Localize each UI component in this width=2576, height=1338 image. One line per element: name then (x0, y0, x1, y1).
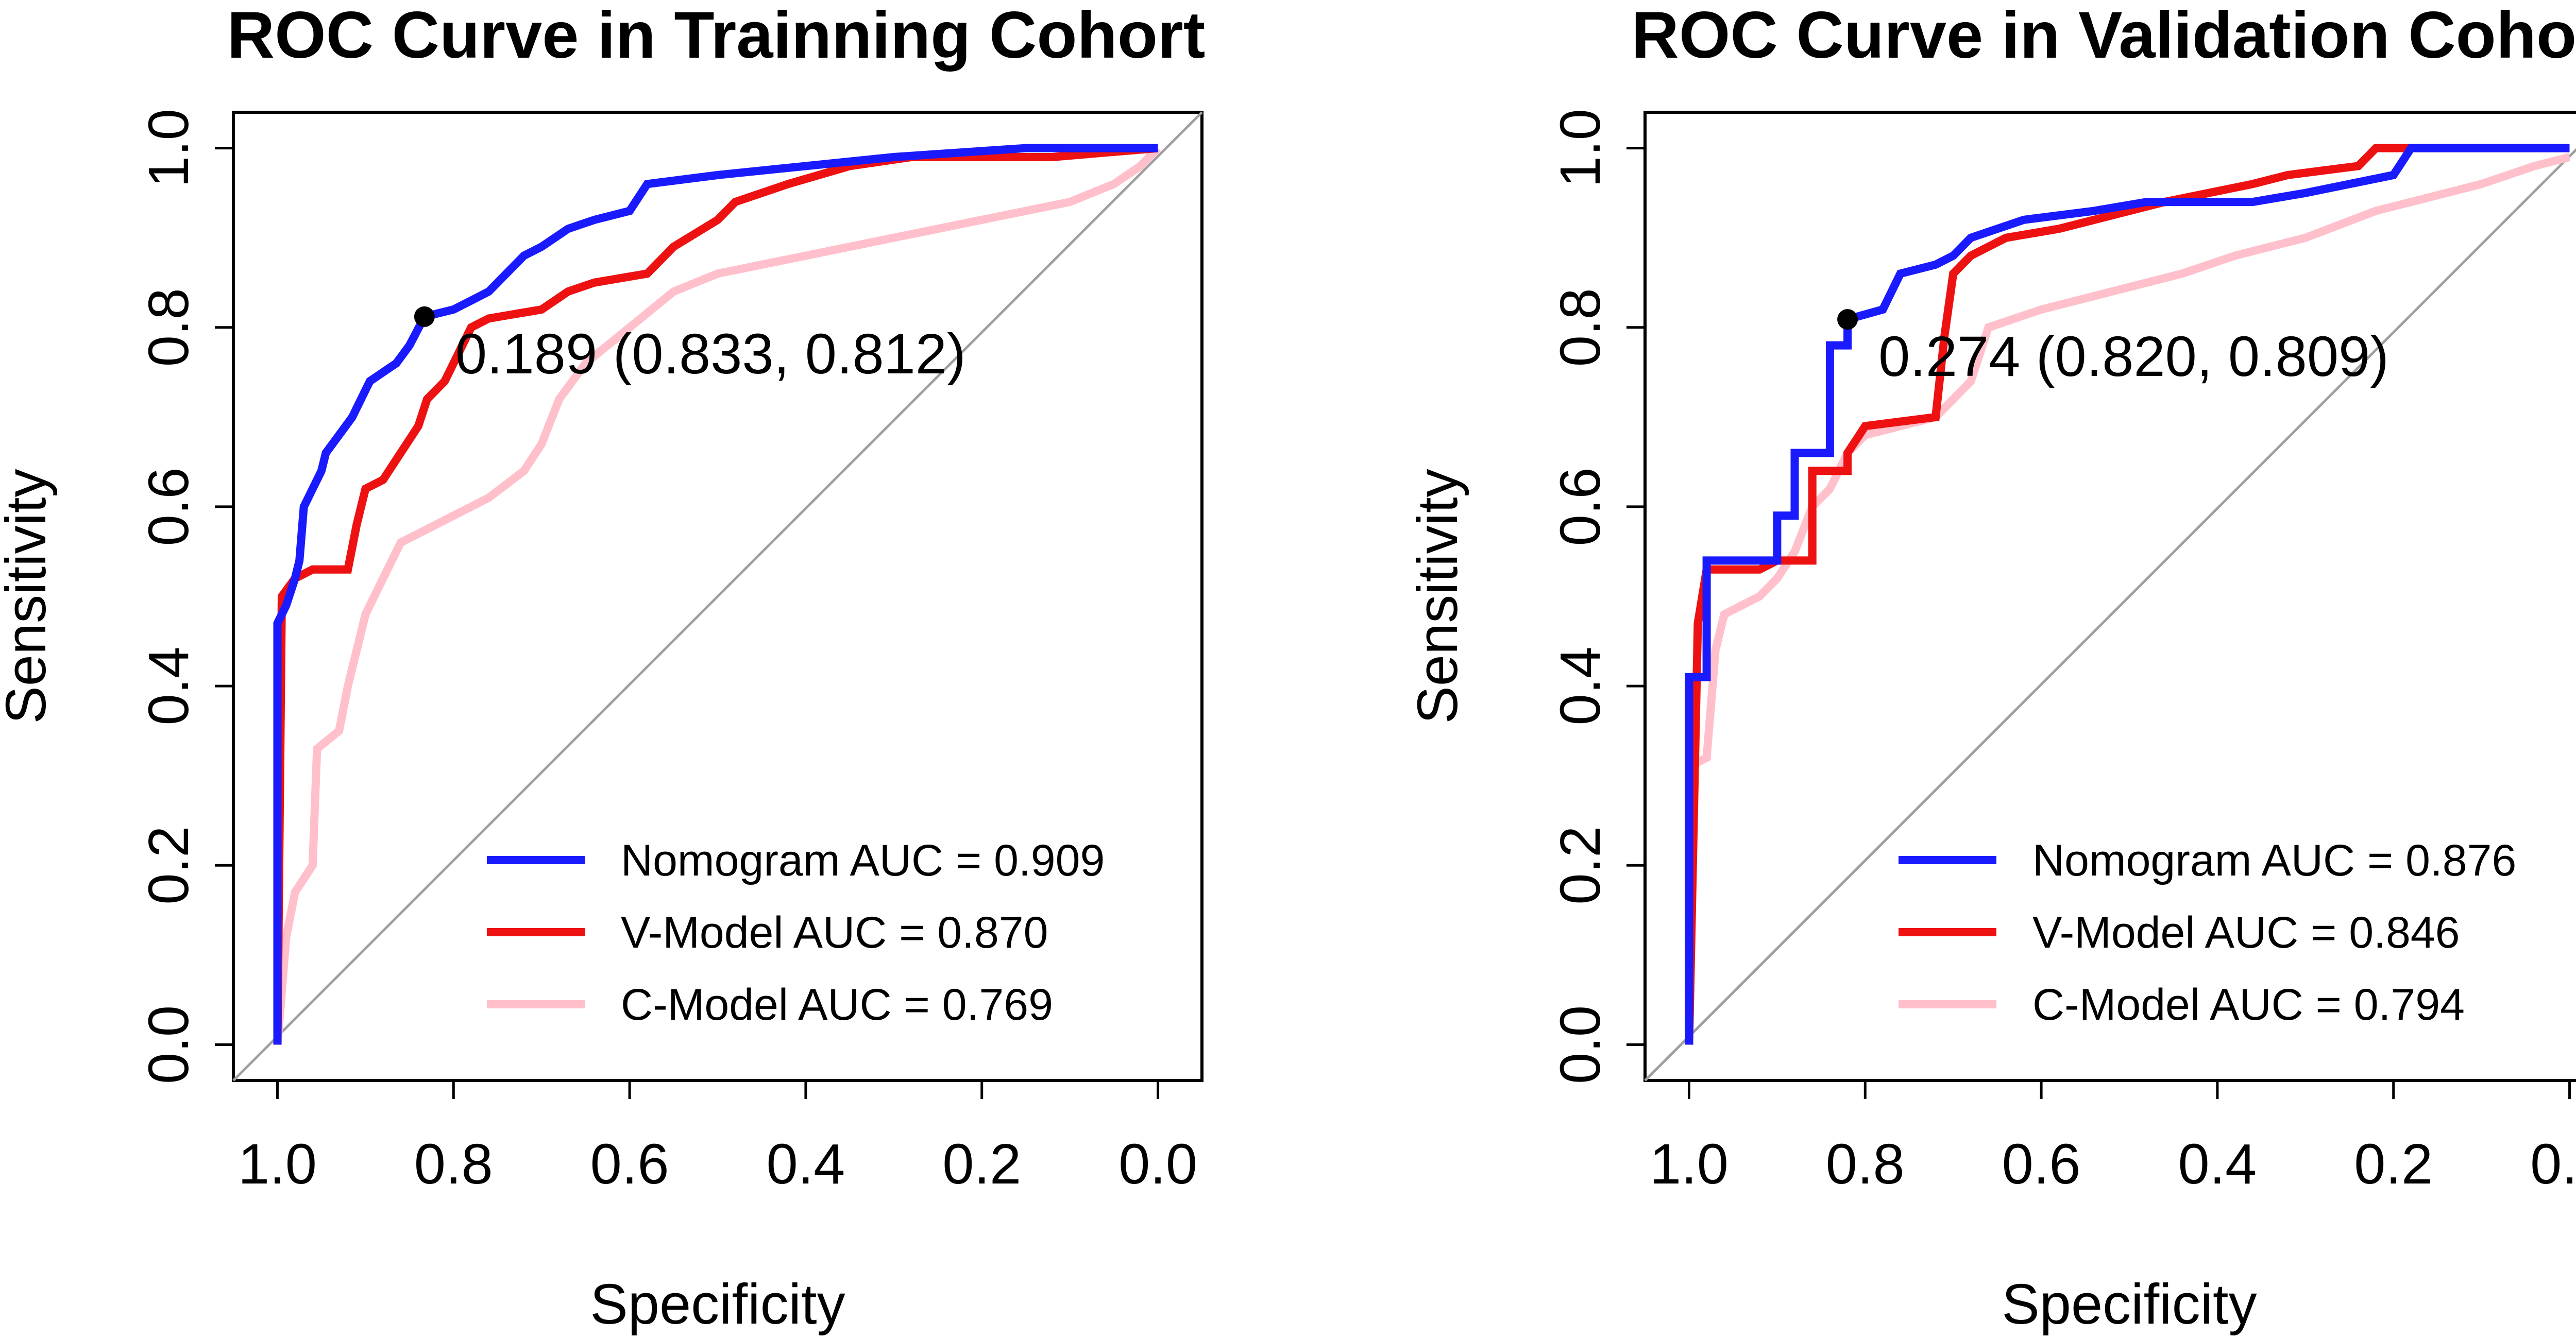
y-axis: 0.0 0.2 0.4 0.6 0.8 1.0 (137, 109, 235, 1084)
y-tick-label: 0.2 (137, 826, 200, 905)
x-axis-label: Specificity (2002, 1273, 2257, 1336)
roc-curve-nomogram (1685, 144, 2570, 1045)
x-tick-label: 0.2 (2354, 1133, 2433, 1196)
y-tick-label: 0.4 (137, 647, 200, 726)
x-tick-label: 0.8 (1826, 1133, 1905, 1196)
y-tick-label: 0.8 (1549, 288, 1612, 367)
roc-curve-c-model (273, 145, 1161, 1045)
roc-curve-v-model (273, 144, 1159, 1045)
legend-label-c-model: C-Model AUC = 0.794 (2032, 980, 2465, 1030)
y-axis-label: Sensitivity (0, 469, 58, 724)
validation-roc-panel: ROC Curve in Validation Cohort 1.0 0.8 0.6… (1406, 0, 2576, 1336)
threshold-label: 0.274 (0.820, 0.809) (1878, 325, 2389, 388)
legend: Nomogram AUC = 0.909 V-Model AUC = 0.870… (487, 836, 1105, 1030)
roc-curve-nomogram (273, 144, 1158, 1045)
x-axis: 1.0 0.8 0.6 0.4 0.2 0.0 (1650, 1079, 2576, 1196)
x-tick-label: 0.6 (2002, 1133, 2081, 1196)
y-tick-label: 0.0 (1549, 1005, 1612, 1084)
reference-diagonal (1644, 148, 2576, 1082)
training-roc-panel: ROC Curve in Trainning Cohort 1.0 0.8 0.6 0… (0, 0, 1205, 1336)
roc-curve-v-model (1685, 144, 2570, 1045)
y-tick-label: 0.6 (1549, 467, 1612, 546)
x-tick-label: 1.0 (1650, 1133, 1728, 1196)
x-tick-label: 0.6 (590, 1133, 669, 1196)
y-tick-label: 0.6 (137, 467, 200, 546)
optimal-threshold: 0.189 (0.833, 0.812) (414, 306, 966, 386)
y-tick-label: 0.2 (1549, 826, 1612, 905)
optimal-threshold: 0.274 (0.820, 0.809) (1837, 309, 2389, 388)
y-tick-label: 1.0 (1549, 109, 1612, 187)
roc-curves (273, 144, 1161, 1045)
x-tick-label: 0.0 (1118, 1133, 1197, 1196)
x-axis: 1.0 0.8 0.6 0.4 0.2 0.0 (238, 1079, 1197, 1196)
threshold-point-marker (1837, 309, 1858, 330)
roc-curves (1685, 144, 2571, 1045)
y-tick-label: 0.0 (137, 1005, 200, 1084)
x-tick-label: 0.4 (766, 1133, 845, 1196)
legend-label-nomogram: Nomogram AUC = 0.876 (2032, 836, 2516, 885)
y-axis-label: Sensitivity (1406, 469, 1469, 724)
threshold-label: 0.189 (0.833, 0.812) (455, 322, 966, 386)
y-tick-label: 0.4 (1549, 647, 1612, 726)
x-tick-label: 1.0 (238, 1133, 317, 1196)
roc-curve-c-model (1685, 153, 2571, 1045)
x-tick-label: 0.4 (2178, 1133, 2257, 1196)
threshold-point-marker (414, 306, 435, 327)
chart-title: ROC Curve in Validation Cohort (1631, 0, 2576, 72)
x-tick-label: 0.2 (942, 1133, 1021, 1196)
x-tick-label: 0.8 (414, 1133, 493, 1196)
legend-label-nomogram: Nomogram AUC = 0.909 (621, 836, 1105, 885)
reference-diagonal (232, 111, 1203, 1082)
chart-title: ROC Curve in Trainning Cohort (227, 0, 1206, 72)
legend-label-v-model: V-Model AUC = 0.846 (2032, 908, 2460, 957)
y-tick-label: 1.0 (137, 109, 200, 187)
x-tick-label: 0.0 (2530, 1133, 2576, 1196)
legend: Nomogram AUC = 0.876 V-Model AUC = 0.846… (1899, 836, 2516, 1030)
y-tick-label: 0.8 (137, 288, 200, 367)
y-axis: 0.0 0.2 0.4 0.6 0.8 1.0 (1549, 109, 1647, 1084)
x-axis-label: Specificity (590, 1273, 845, 1336)
legend-label-v-model: V-Model AUC = 0.870 (621, 908, 1048, 957)
legend-label-c-model: C-Model AUC = 0.769 (621, 980, 1053, 1030)
